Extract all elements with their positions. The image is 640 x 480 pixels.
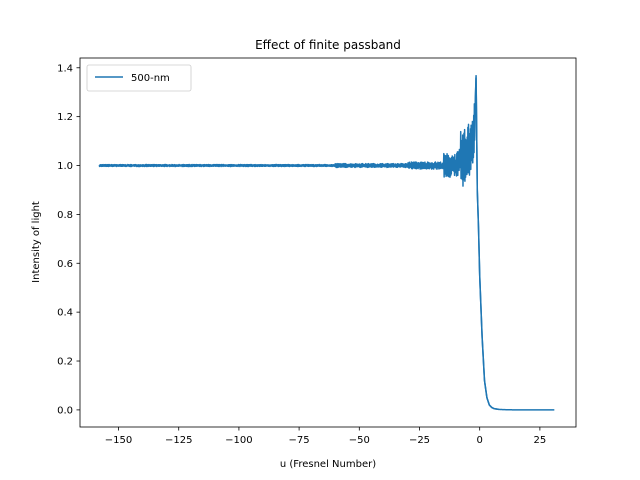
series-lines xyxy=(98,75,555,411)
x-tick-label: −50 xyxy=(349,435,370,446)
y-tick-label: 0.4 xyxy=(57,308,73,319)
series-edge-detail xyxy=(471,75,500,411)
y-axis: 0.0 0.2 0.4 0.6 0.8 1.0 1.2 1.4 xyxy=(57,63,80,416)
legend-label-500-nm: 500-nm xyxy=(131,73,170,84)
legend-box xyxy=(86,64,192,92)
y-tick-label: 1.4 xyxy=(57,63,73,74)
x-axis: −150 −125 −100 −75 −50 −25 0 25 xyxy=(105,427,546,446)
y-axis-label: Intensity of light xyxy=(31,201,42,283)
y-tick-label: 0.8 xyxy=(57,210,73,221)
y-tick-label: 0.6 xyxy=(57,259,73,270)
y-tick-label: 0.0 xyxy=(57,405,73,416)
legend: 500-nm xyxy=(86,64,192,92)
plot-frame xyxy=(79,57,577,428)
x-tick-label: 25 xyxy=(534,435,547,446)
x-tick-label: −150 xyxy=(105,435,132,446)
x-tick-label: −100 xyxy=(225,435,252,446)
y-tick-label: 1.0 xyxy=(57,161,73,172)
x-tick-label: −125 xyxy=(165,435,192,446)
x-tick-label: −75 xyxy=(289,435,310,446)
x-tick-label: −25 xyxy=(409,435,430,446)
y-tick-label: 1.2 xyxy=(57,112,73,123)
x-axis-label: u (Fresnel Number) xyxy=(280,459,376,470)
chart-title: Effect of finite passband xyxy=(255,38,401,52)
y-tick-label: 0.2 xyxy=(57,357,73,368)
x-tick-label: 0 xyxy=(477,435,483,446)
